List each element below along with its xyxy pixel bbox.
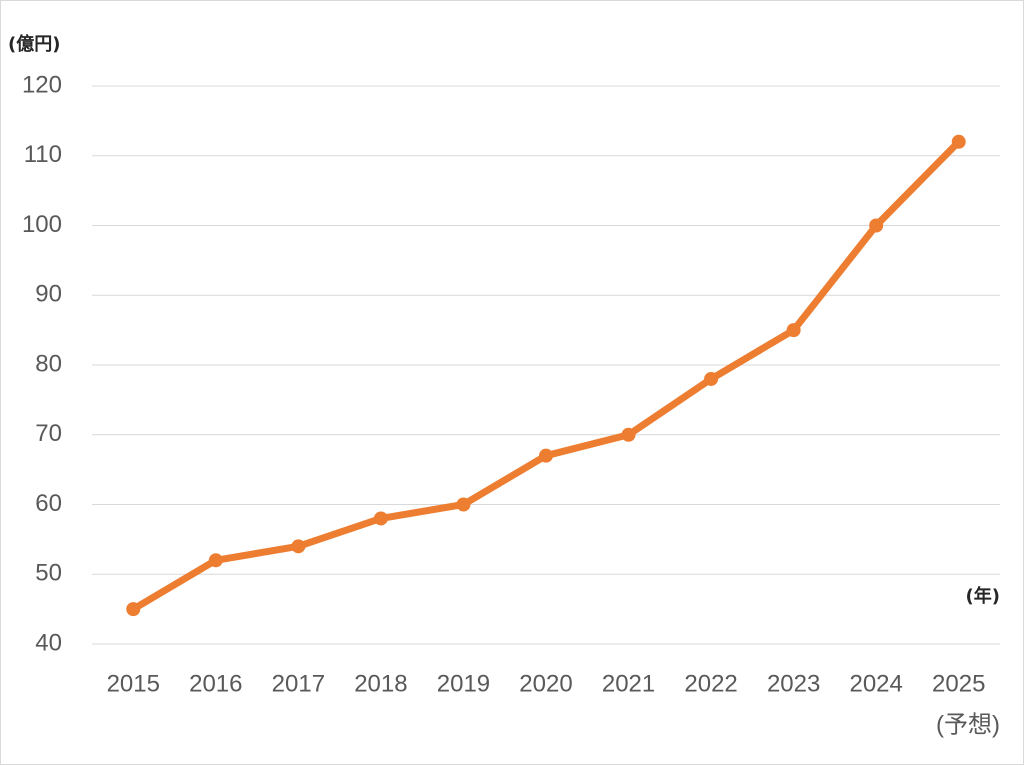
y-tick-label: 120	[22, 71, 62, 98]
y-axis-label: (億円)	[8, 33, 60, 55]
data-point	[126, 602, 141, 617]
y-tick-label: 110	[24, 141, 62, 168]
x-tick-label: 2015	[107, 670, 160, 697]
x-axis-label: (年)	[966, 585, 1000, 607]
y-tick-label: 80	[35, 350, 62, 377]
data-point	[373, 511, 388, 526]
x-tick-label: 2018	[354, 670, 407, 697]
x-tick-label: 2021	[602, 670, 655, 697]
y-tick-label: 90	[35, 281, 62, 308]
y-tick-label: 40	[35, 629, 62, 656]
data-point	[786, 323, 801, 338]
x-tick-label: 2022	[684, 670, 737, 697]
data-point	[621, 427, 636, 442]
x-tick-label: 2016	[189, 670, 242, 697]
data-point	[704, 371, 719, 386]
x-tick-label: 2025	[932, 670, 985, 697]
y-tick-label: 100	[22, 211, 62, 238]
y-tick-label: 60	[35, 490, 62, 517]
data-point	[539, 448, 553, 463]
data-point	[951, 134, 966, 149]
data-point	[456, 497, 471, 512]
x-note: (予想)	[936, 711, 1000, 738]
data-point	[869, 218, 884, 233]
y-tick-label: 50	[35, 560, 62, 587]
x-tick-label: 2019	[437, 670, 490, 697]
y-tick-label: 70	[35, 420, 62, 447]
x-tick-label: 2020	[519, 670, 572, 697]
x-tick-label: 2017	[272, 670, 325, 697]
x-tick-label: 2023	[767, 670, 820, 697]
data-point	[208, 553, 223, 568]
x-tick-label: 2024	[849, 670, 902, 697]
data-point	[291, 539, 306, 554]
